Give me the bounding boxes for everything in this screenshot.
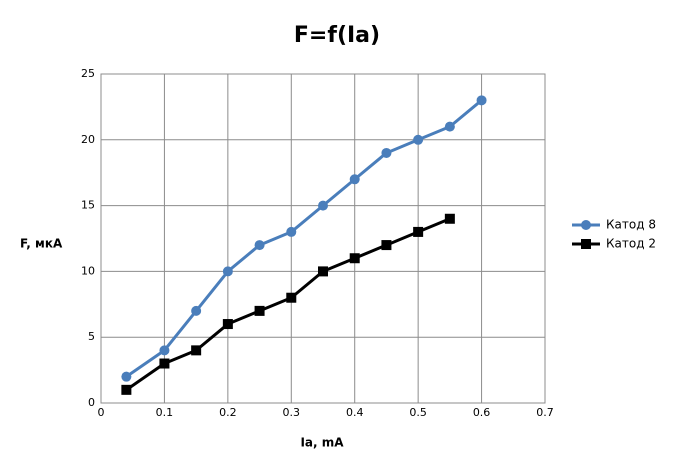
x-tick-label: 0.5: [409, 406, 427, 419]
data-point: [222, 319, 233, 330]
data-point: [413, 226, 424, 237]
x-tick-label: 0.7: [536, 406, 554, 419]
x-tick-label: 0.1: [156, 406, 174, 419]
data-point: [222, 266, 233, 277]
legend-marker: [581, 220, 591, 230]
data-point: [476, 95, 487, 106]
x-tick-label: 0: [98, 406, 105, 419]
y-axis-title: F, мкА: [20, 237, 63, 251]
x-axis-title: Ia, mA: [300, 436, 344, 450]
data-point: [318, 266, 328, 277]
data-point: [444, 121, 455, 132]
data-point: [121, 384, 132, 395]
y-tick-label: 25: [81, 67, 95, 80]
data-point: [444, 213, 455, 224]
data-point: [159, 358, 170, 369]
chart-title: F=f(Ia): [294, 23, 380, 48]
plot-border: [100, 73, 546, 404]
data-point: [413, 134, 424, 145]
legend-label: Катод 8: [606, 218, 656, 232]
series-line: [125, 99, 483, 378]
data-point: [254, 240, 265, 251]
y-tick-label: 0: [88, 396, 95, 409]
data-point: [159, 345, 170, 356]
y-tick-label: 10: [81, 264, 95, 277]
data-point: [286, 226, 297, 237]
y-tick-label: 5: [88, 330, 95, 343]
data-point: [254, 305, 265, 316]
data-point: [191, 345, 202, 356]
x-tick-label: 0.3: [283, 406, 301, 419]
legend-label: Катод 2: [606, 237, 656, 251]
y-tick-label: 15: [81, 199, 95, 212]
series-line: [125, 217, 451, 392]
data-point: [381, 147, 392, 158]
x-tick-label: 0.2: [219, 406, 237, 419]
x-tick-label: 0.4: [346, 406, 364, 419]
data-point: [191, 305, 202, 316]
x-tick-label: 0.6: [473, 406, 491, 419]
data-point: [349, 174, 360, 185]
data-point: [318, 200, 328, 211]
legend-marker: [581, 239, 591, 249]
data-point: [121, 371, 132, 382]
data-point: [286, 292, 297, 303]
data-point: [349, 253, 360, 264]
data-point: [381, 240, 392, 251]
y-tick-label: 20: [81, 133, 95, 146]
